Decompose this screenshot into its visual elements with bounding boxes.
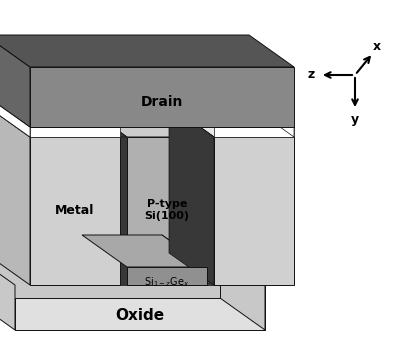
Text: Metal: Metal	[55, 204, 95, 216]
Polygon shape	[162, 235, 207, 285]
Polygon shape	[249, 105, 294, 285]
Text: y: y	[351, 112, 359, 126]
Polygon shape	[0, 105, 120, 137]
Polygon shape	[0, 95, 30, 137]
Text: Oxide: Oxide	[116, 308, 164, 323]
Polygon shape	[220, 253, 265, 330]
Polygon shape	[0, 253, 15, 330]
Polygon shape	[207, 137, 214, 285]
Polygon shape	[82, 235, 207, 267]
Polygon shape	[127, 267, 207, 285]
Text: x: x	[373, 40, 381, 54]
Polygon shape	[169, 105, 214, 285]
Polygon shape	[15, 285, 265, 330]
Polygon shape	[30, 127, 120, 137]
Polygon shape	[0, 35, 30, 127]
Text: Si$_{1-z}$Ge$_{x}$: Si$_{1-z}$Ge$_{x}$	[145, 275, 190, 289]
Polygon shape	[127, 137, 207, 285]
Polygon shape	[75, 105, 127, 137]
Polygon shape	[169, 95, 294, 127]
Polygon shape	[0, 253, 265, 285]
Polygon shape	[0, 95, 120, 127]
Polygon shape	[30, 137, 120, 285]
Polygon shape	[30, 67, 294, 127]
Polygon shape	[162, 105, 207, 285]
Polygon shape	[0, 253, 220, 298]
Polygon shape	[214, 137, 294, 285]
Text: Drain: Drain	[141, 95, 183, 109]
Polygon shape	[249, 95, 294, 137]
Text: z: z	[307, 69, 315, 81]
Polygon shape	[214, 127, 294, 137]
Polygon shape	[82, 105, 207, 137]
Polygon shape	[162, 105, 214, 137]
Polygon shape	[169, 105, 294, 137]
Polygon shape	[120, 137, 127, 285]
Polygon shape	[0, 105, 30, 285]
Polygon shape	[0, 35, 294, 67]
Text: P-type
Si(100): P-type Si(100)	[145, 199, 190, 221]
